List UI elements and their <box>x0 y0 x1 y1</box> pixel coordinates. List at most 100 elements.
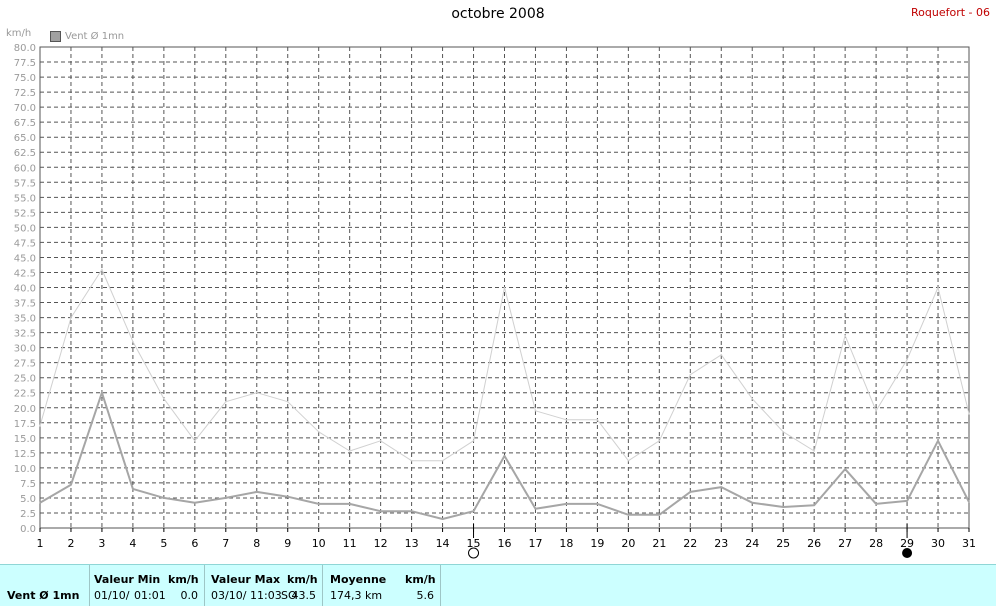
x-tick-label: 20 <box>621 537 635 550</box>
new-moon-icon <box>902 548 913 558</box>
y-tick-label: 10.0 <box>14 464 36 475</box>
x-tick-label: 22 <box>683 537 697 550</box>
min-header: Valeur Min <box>94 573 161 586</box>
max-point <box>132 340 134 343</box>
x-tick-label: 13 <box>405 537 419 550</box>
avg-point <box>720 486 723 488</box>
chart-title: octobre 2008 <box>451 6 545 22</box>
summary-max-cell: Valeur Max km/h 03/10/ 11:03 SO 43.5 <box>205 565 323 606</box>
avg-point <box>875 503 877 505</box>
max-point <box>410 459 413 462</box>
summary-avg-cell: Moyenne km/h 174,3 km 5.6 <box>323 565 441 606</box>
x-tick-label: 24 <box>745 537 759 550</box>
x-tick-label: 16 <box>498 537 512 550</box>
y-tick-label: 5.0 <box>20 494 36 505</box>
max-point <box>348 450 351 452</box>
max-point <box>627 459 630 462</box>
max-point <box>441 459 444 462</box>
y-tick-label: 47.5 <box>14 238 36 249</box>
x-tick-label: 19 <box>590 537 604 550</box>
max-point <box>70 316 72 319</box>
y-tick-label: 27.5 <box>14 359 36 370</box>
max-point <box>751 397 754 400</box>
summary-label-cell: Vent Ø 1mn <box>0 565 90 606</box>
max-point <box>472 440 475 442</box>
avg-point <box>255 491 258 493</box>
y-tick-label: 37.5 <box>14 299 36 310</box>
avg-point <box>844 468 846 470</box>
min-date: 01/10/ <box>94 589 130 602</box>
max-header: Valeur Max <box>211 573 281 586</box>
max-point <box>565 418 568 421</box>
y-tick-label: 52.5 <box>14 208 36 219</box>
y-tick-label: 55.0 <box>14 193 36 204</box>
avg-point <box>410 510 413 512</box>
y-tick-label: 70.0 <box>14 103 36 114</box>
max-point <box>317 431 320 433</box>
y-tick-label: 32.5 <box>14 329 36 340</box>
y-tick-label: 0.0 <box>20 524 36 535</box>
max-point <box>937 286 939 289</box>
avg-point <box>163 497 165 499</box>
max-point <box>906 358 908 361</box>
max-point <box>163 397 165 400</box>
y-tick-label: 42.5 <box>14 268 36 279</box>
avg-distance: 174,3 km <box>330 589 383 602</box>
x-tick-label: 31 <box>962 537 976 550</box>
summary-label: Vent Ø 1mn <box>7 589 80 602</box>
max-point <box>782 431 784 433</box>
x-tick-label: 8 <box>253 537 260 550</box>
max-point <box>101 268 103 271</box>
max-point <box>194 440 196 442</box>
avg-point <box>565 503 568 505</box>
y-tick-label: 65.0 <box>14 133 36 144</box>
max-point <box>689 373 692 376</box>
x-tick-label: 28 <box>869 537 883 550</box>
avg-point <box>472 510 475 512</box>
x-tick-label: 21 <box>652 537 666 550</box>
legend-label: Vent Ø 1mn <box>65 31 125 42</box>
min-unit: km/h <box>168 573 199 586</box>
max-value: 43.5 <box>291 589 317 602</box>
x-tick-label: 30 <box>931 537 945 550</box>
x-tick-label: 1 <box>37 537 44 550</box>
avg-point <box>813 504 815 506</box>
x-tick-label: 6 <box>191 537 198 550</box>
max-direction: SO <box>281 589 297 602</box>
x-tick-label: 4 <box>129 537 136 550</box>
avg-point <box>906 500 908 502</box>
y-tick-label: 50.0 <box>14 223 36 234</box>
x-tick-label: 9 <box>284 537 291 550</box>
avg-point <box>627 513 630 516</box>
avg-unit: km/h <box>405 573 436 586</box>
avg-point <box>317 503 320 505</box>
avg-point <box>286 495 289 498</box>
avg-point <box>751 501 754 504</box>
max-point <box>596 418 599 421</box>
y-tick-label: 12.5 <box>14 449 36 460</box>
x-tick-label: 14 <box>436 537 450 550</box>
avg-point <box>658 513 661 516</box>
max-point <box>286 400 289 403</box>
avg-point <box>937 440 939 442</box>
max-point <box>813 450 815 452</box>
y-tick-label: 62.5 <box>14 148 36 159</box>
y-axis-unit: km/h <box>6 28 32 39</box>
wind-chart: 0.0 2.5 5.0 7.5 10.0 12.5 15.0 17.5 20.0 22.5 25.0… <box>14 43 976 559</box>
max-unit: km/h <box>287 573 318 586</box>
full-moon-icon <box>468 547 480 559</box>
y-tick-label: 60.0 <box>14 163 36 174</box>
avg-header: Moyenne <box>330 573 387 586</box>
avg-point <box>194 501 196 504</box>
avg-point <box>782 506 784 508</box>
legend: Vent Ø 1mn <box>50 31 124 42</box>
max-point <box>503 286 506 289</box>
x-tick-label: 17 <box>528 537 542 550</box>
y-tick-label: 72.5 <box>14 88 36 99</box>
max-point <box>875 409 877 412</box>
y-tick-label: 40.0 <box>14 284 36 295</box>
x-tick-label: 11 <box>343 537 357 550</box>
max-point <box>968 412 970 415</box>
x-tick-label: 12 <box>374 537 388 550</box>
max-point <box>225 400 227 403</box>
